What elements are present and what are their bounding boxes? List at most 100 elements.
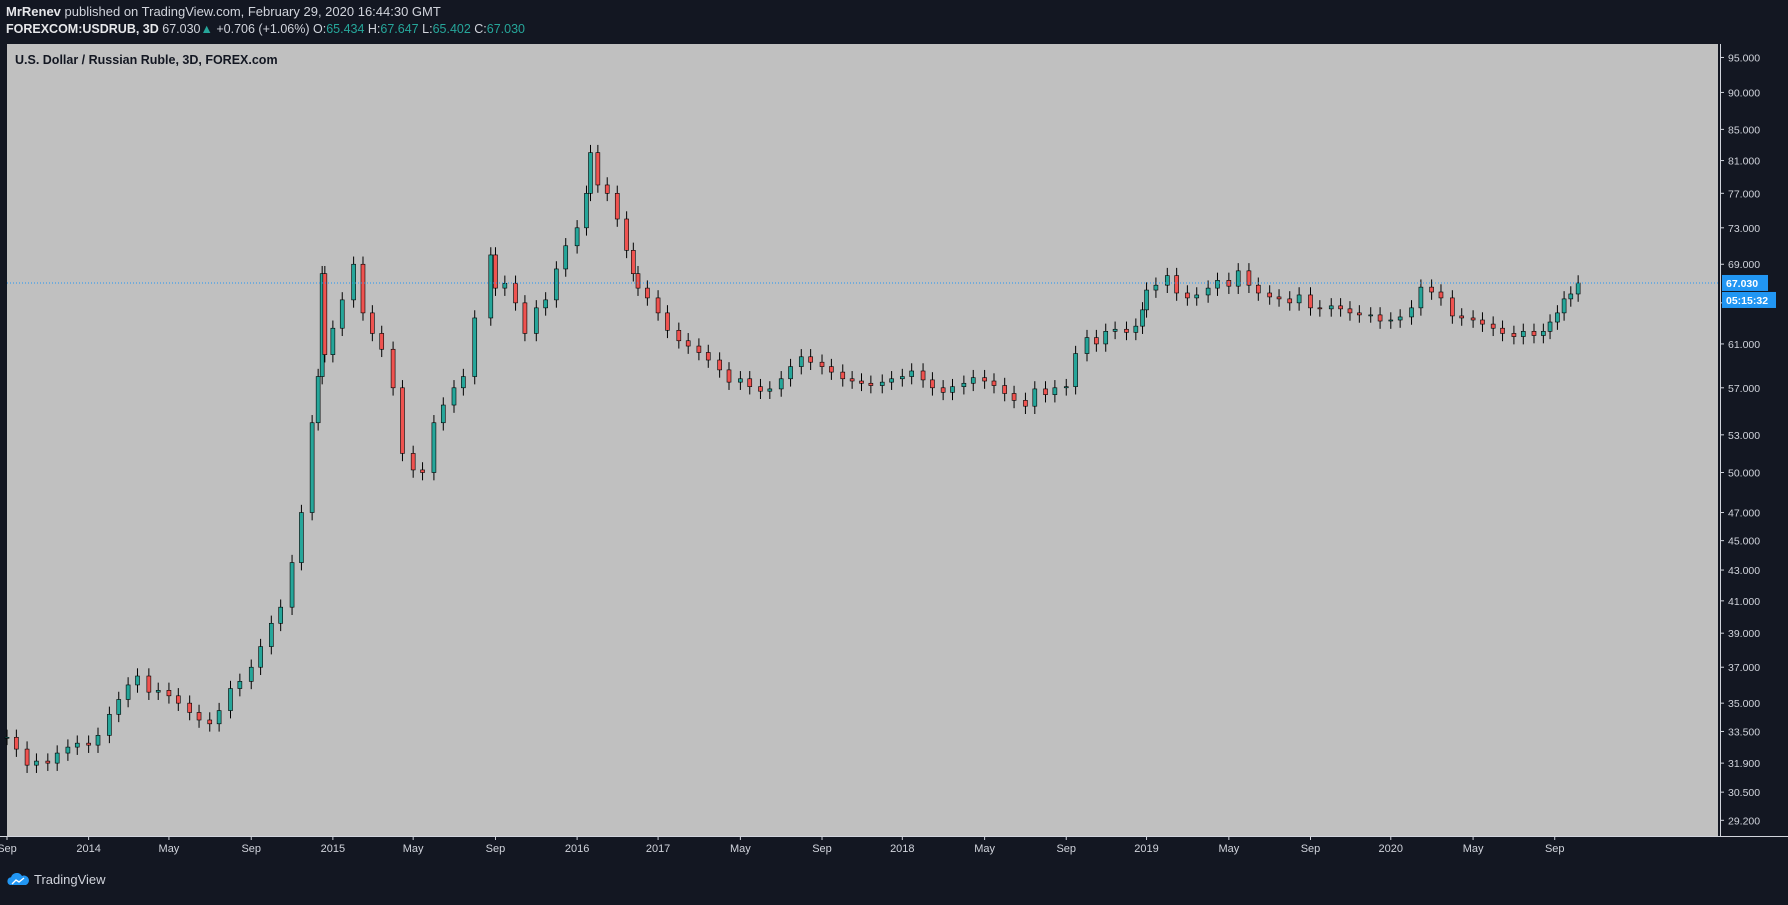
candle-body	[1296, 294, 1302, 304]
close-label: C:	[474, 22, 487, 36]
candle-body	[1235, 270, 1241, 287]
candle-body	[1073, 353, 1078, 387]
open-label: O:	[312, 22, 327, 36]
candle-body	[655, 297, 661, 314]
author-name: MrRenev	[6, 4, 61, 19]
x-tick-label: Sep	[1545, 843, 1565, 855]
x-tick-label: 2017	[646, 843, 670, 855]
candle-body	[269, 623, 274, 647]
y-tick-label: 45.000	[1728, 536, 1760, 548]
candle-body	[1002, 385, 1007, 394]
candle-body	[248, 666, 254, 682]
x-tick-label: Sep	[812, 843, 832, 855]
candle-body	[574, 227, 580, 247]
candle-body	[86, 742, 91, 746]
y-tick-label: 73.000	[1728, 223, 1760, 235]
candle-body	[493, 254, 498, 289]
candle-body	[1063, 386, 1069, 389]
y-tick-label: 57.000	[1728, 383, 1760, 395]
candle-body	[461, 376, 466, 389]
candle-body	[991, 380, 997, 386]
candle-body	[889, 378, 894, 383]
candle-body	[1043, 388, 1048, 395]
low-label: L:	[422, 22, 433, 36]
last-price: 67.030	[162, 22, 201, 36]
candle-body	[176, 695, 181, 704]
candle-body	[930, 379, 935, 389]
x-tick-label: 2014	[76, 843, 100, 855]
candle-body	[859, 380, 864, 384]
candle-body	[1347, 308, 1353, 314]
candle-body	[1317, 307, 1323, 310]
candle-body	[1377, 314, 1383, 322]
candle-body	[420, 469, 425, 473]
candle-body	[584, 193, 589, 229]
candle-body	[717, 359, 722, 371]
candle-body	[1418, 286, 1424, 309]
y-tick-label: 77.000	[1728, 188, 1760, 200]
tradingview-logo[interactable]: TradingView	[6, 872, 106, 887]
candle-body	[1094, 337, 1099, 345]
candle-body	[1164, 275, 1170, 286]
candle-body	[1267, 292, 1272, 298]
y-tick-label: 39.000	[1728, 628, 1760, 640]
candle-body	[155, 690, 161, 693]
candle-body	[24, 748, 30, 766]
candle-body	[299, 512, 304, 563]
candle-body	[1052, 387, 1058, 395]
candle-body	[950, 386, 955, 393]
candle-body	[1547, 321, 1553, 332]
candle-body	[400, 387, 405, 454]
candle-body	[116, 699, 122, 715]
candle-body	[1084, 337, 1090, 354]
x-tick-label: 2015	[321, 843, 345, 855]
y-tick-label: 29.200	[1728, 815, 1760, 827]
candle-body	[1357, 312, 1362, 316]
candle-body	[34, 760, 39, 766]
candle-body	[54, 752, 60, 764]
y-tick-label: 31.900	[1728, 758, 1760, 770]
candle-body	[166, 690, 172, 697]
candle-body	[207, 719, 213, 725]
candle-body	[829, 366, 834, 373]
y-tick-label: 81.000	[1728, 156, 1760, 168]
x-tick-label: May	[403, 843, 424, 855]
candle-body	[146, 675, 152, 693]
candle-body	[879, 381, 885, 386]
published-text: published on TradingView.com, February 2…	[64, 4, 441, 19]
candle-body	[1575, 282, 1581, 295]
high-label: H:	[367, 22, 381, 36]
candle-body	[778, 378, 784, 390]
candle-body	[1531, 331, 1537, 336]
candle-body	[1568, 293, 1574, 300]
countdown-label: 05:15:32	[1726, 295, 1768, 307]
candle-body	[588, 152, 593, 194]
candle-body	[624, 218, 629, 251]
candle-body	[738, 378, 743, 383]
y-tick-label: 33.500	[1728, 726, 1760, 738]
candle-body	[1276, 296, 1282, 300]
last-price-label: 67.030	[1726, 278, 1758, 290]
candle-body	[1205, 287, 1211, 296]
x-tick-label: Sep	[1056, 843, 1076, 855]
candle-body	[339, 299, 345, 329]
candle-body	[665, 312, 670, 331]
candle-body	[758, 386, 763, 392]
candle-body	[604, 184, 610, 194]
x-tick-label: 2020	[1379, 843, 1403, 855]
candle-body	[431, 422, 437, 473]
candle-body	[563, 245, 569, 270]
candle-body	[309, 422, 315, 513]
candle-body	[390, 348, 396, 389]
candle-body	[107, 714, 112, 736]
candle-body	[1388, 319, 1394, 322]
candle-body	[554, 268, 559, 301]
low-value: 65.402	[432, 22, 471, 36]
candle-body	[330, 327, 336, 355]
countdown-label-bg	[1722, 291, 1776, 308]
candle-body	[410, 453, 416, 471]
candle-body	[595, 152, 601, 186]
up-arrow-icon: ▲	[200, 22, 213, 36]
